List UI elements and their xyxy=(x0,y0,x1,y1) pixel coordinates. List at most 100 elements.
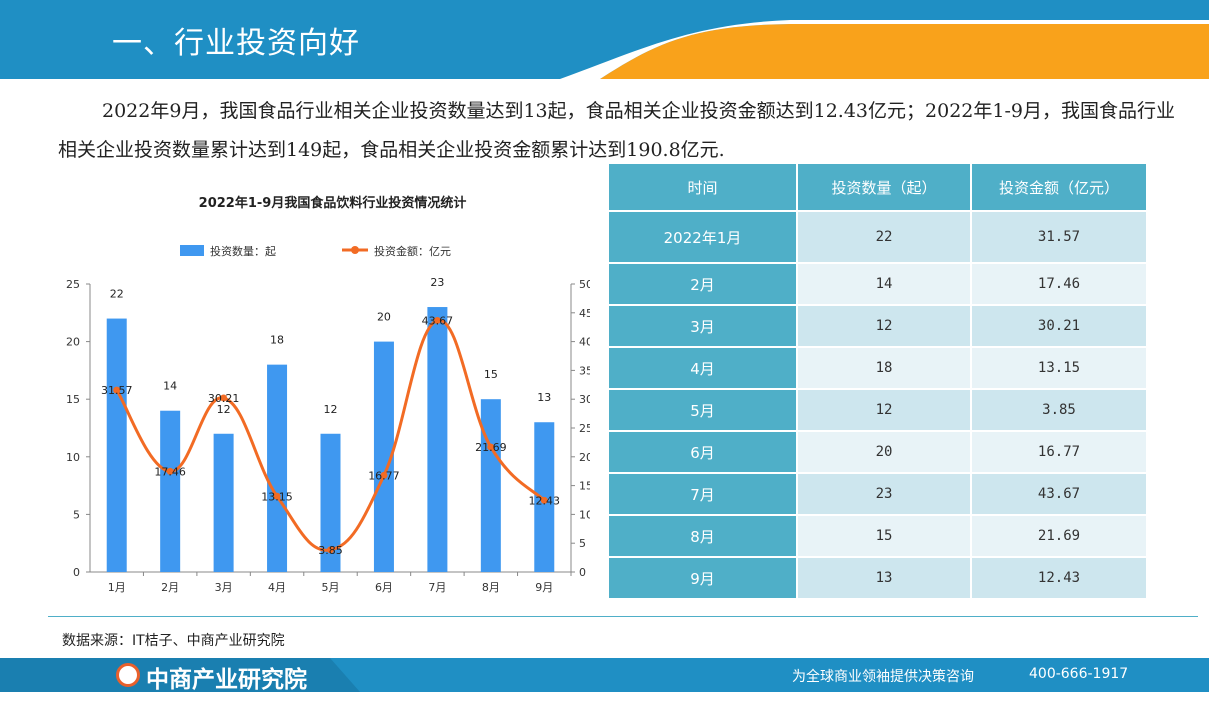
line-point xyxy=(380,471,388,479)
divider xyxy=(48,616,1198,617)
y-right-tick-label: 45 xyxy=(579,307,590,320)
table-row: 2022年1月 22 31.57 xyxy=(609,211,1148,264)
cell-time: 6月 xyxy=(609,431,798,474)
cell-count: 12 xyxy=(797,305,972,348)
cell-count: 15 xyxy=(797,515,972,558)
line-point xyxy=(273,492,281,500)
y-left-tick-label: 15 xyxy=(66,393,80,406)
table-row: 3月 12 30.21 xyxy=(609,305,1148,348)
bar-value-label: 23 xyxy=(430,276,444,289)
chart-container: 2022年1-9月我国食品饮料行业投资情况统计投资数量：起 投资金额：亿元 0 5 10… xyxy=(50,180,593,609)
line-point xyxy=(166,467,174,475)
page-title: 一、行业投资向好 xyxy=(112,26,360,61)
footer-slogan: 为全球商业领袖提供决策咨询 xyxy=(792,669,974,685)
legend-bar-label: 投资数量：起 xyxy=(210,244,276,258)
line-point xyxy=(433,316,441,324)
cell-count: 12 xyxy=(797,389,972,432)
line-value-label: 31.57 xyxy=(101,384,133,397)
x-tick-label: 9月 xyxy=(535,581,553,594)
cell-amount: 43.67 xyxy=(971,473,1148,516)
intro-paragraph: 2022年9月，我国食品行业相关企业投资数量达到13起，食品相关企业投资金额达到… xyxy=(58,100,1175,161)
cell-time: 9月 xyxy=(609,557,798,600)
bar-value-label: 12 xyxy=(324,403,338,416)
y-left-tick-label: 20 xyxy=(66,336,80,349)
table-header-row: 时间 投资数量（起） 投资金额（亿元） xyxy=(609,164,1148,212)
chart-title: 2022年1-9月我国食品饮料行业投资情况统计 xyxy=(199,195,467,211)
cell-time: 4月 xyxy=(609,347,798,390)
x-tick-label: 2月 xyxy=(161,581,179,594)
x-tick-label: 4月 xyxy=(268,581,286,594)
bar xyxy=(106,318,127,572)
footer-banner xyxy=(0,658,1209,692)
y-left-tick-label: 5 xyxy=(73,508,80,521)
cell-time: 2月 xyxy=(609,263,798,306)
cell-time: 3月 xyxy=(609,305,798,348)
header-background xyxy=(0,0,1209,79)
y-right-tick-label: 15 xyxy=(579,480,590,493)
data-table: 时间 投资数量（起） 投资金额（亿元） 2022年1月 22 31.57 2月 14 17… xyxy=(609,164,1148,600)
y-right-tick-label: 0 xyxy=(579,566,586,579)
table-row: 5月 12 3.85 xyxy=(609,389,1148,432)
bar-value-label: 22 xyxy=(110,288,124,301)
line-value-label: 13.15 xyxy=(261,490,293,503)
cell-time: 5月 xyxy=(609,389,798,432)
y-right-tick-label: 10 xyxy=(579,508,590,521)
line-point xyxy=(113,386,121,394)
legend-line-label: 投资金额：亿元 xyxy=(374,244,451,258)
y-right-tick-label: 35 xyxy=(579,364,590,377)
cell-count: 23 xyxy=(797,473,972,516)
bar-value-label: 14 xyxy=(163,380,177,393)
header-banner: 一、行业投资向好 xyxy=(0,0,1209,79)
cell-amount: 3.85 xyxy=(971,389,1148,432)
y-right-tick-label: 50 xyxy=(579,278,590,291)
cell-count: 18 xyxy=(797,347,972,390)
x-tick-label: 5月 xyxy=(322,581,340,594)
y-right-tick-label: 40 xyxy=(579,336,590,349)
footer-phone: 400-666-1917 xyxy=(1029,666,1129,682)
line-point xyxy=(540,496,548,504)
y-left-tick-label: 25 xyxy=(66,278,80,291)
cell-count: 13 xyxy=(797,557,972,600)
cell-amount: 12.43 xyxy=(971,557,1148,600)
x-tick-label: 7月 xyxy=(428,581,446,594)
bar xyxy=(160,410,181,572)
bar xyxy=(480,399,501,572)
data-table-container: 时间 投资数量（起） 投资金额（亿元） 2022年1月 22 31.57 2月 14 17… xyxy=(609,164,1148,600)
line-point xyxy=(327,546,334,554)
footer-logo: 中商产业研究院 xyxy=(146,667,307,693)
line-point xyxy=(220,394,228,402)
bar xyxy=(213,433,234,572)
table-row: 7月 23 43.67 xyxy=(609,473,1148,516)
table-row: 2月 14 17.46 xyxy=(609,263,1148,306)
bar-value-label: 12 xyxy=(217,403,231,416)
footer-background xyxy=(0,658,1209,692)
y-right-tick-label: 20 xyxy=(579,451,590,464)
cell-count: 14 xyxy=(797,263,972,306)
line-value-label: 21.69 xyxy=(475,441,507,454)
header-amount: 投资金额（亿元） xyxy=(971,164,1148,212)
bar xyxy=(373,341,394,572)
x-tick-label: 6月 xyxy=(375,581,393,594)
table-row: 6月 20 16.77 xyxy=(609,431,1148,474)
y-left-tick-label: 10 xyxy=(66,451,80,464)
cell-count: 22 xyxy=(797,211,972,264)
table-row: 8月 15 21.69 xyxy=(609,515,1148,558)
cell-amount: 31.57 xyxy=(971,211,1148,264)
cell-time: 2022年1月 xyxy=(609,211,798,264)
x-tick-label: 8月 xyxy=(482,581,500,594)
table-body: 2022年1月 22 31.57 2月 14 17.46 3月 12 30.21 4月 18 13.1… xyxy=(609,211,1148,600)
line-value-label: 43.67 xyxy=(422,314,454,327)
table-row: 4月 18 13.15 xyxy=(609,347,1148,390)
y-right-tick-label: 25 xyxy=(579,422,590,435)
y-right-tick-label: 30 xyxy=(579,393,590,406)
cell-amount: 21.69 xyxy=(971,515,1148,558)
bar-value-label: 20 xyxy=(377,311,391,324)
cell-amount: 16.77 xyxy=(971,431,1148,474)
table-row: 9月 13 12.43 xyxy=(609,557,1148,600)
bar xyxy=(267,364,288,572)
cell-amount: 13.15 xyxy=(971,347,1148,390)
cell-time: 7月 xyxy=(609,473,798,516)
bar-value-label: 13 xyxy=(537,391,551,404)
x-tick-label: 1月 xyxy=(108,581,126,594)
